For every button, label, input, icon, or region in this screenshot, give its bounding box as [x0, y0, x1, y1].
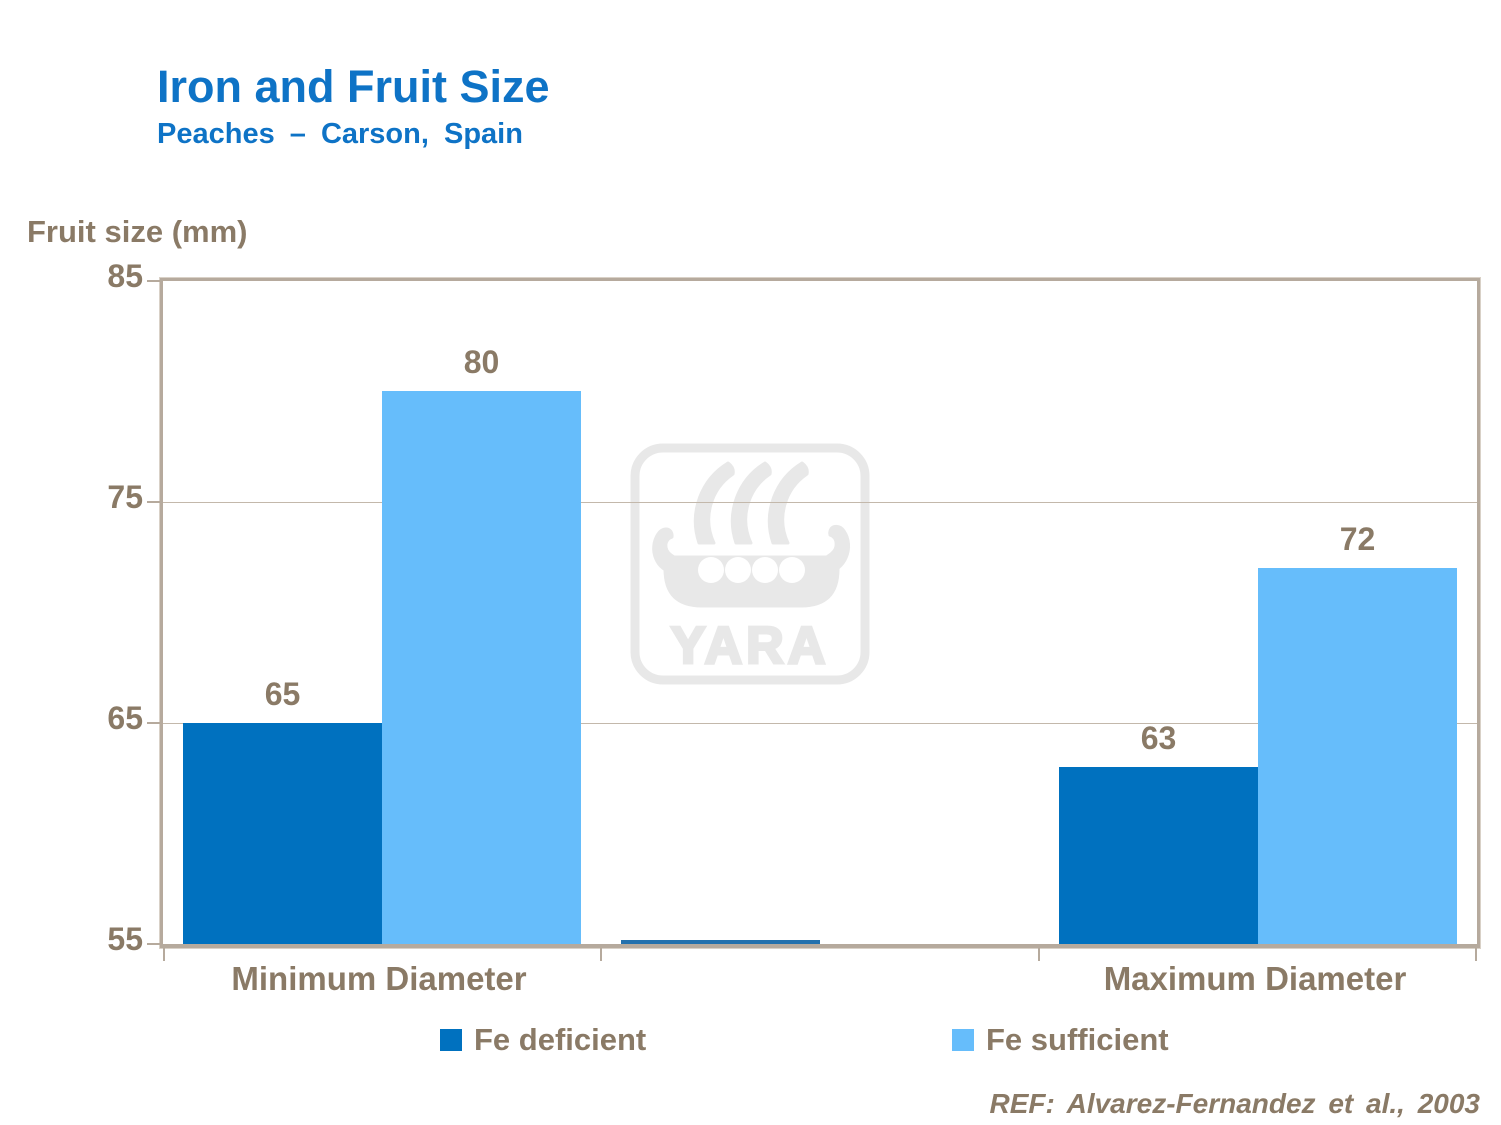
y-axis-tick: [147, 943, 160, 945]
viking-ship-icon: [652, 461, 850, 608]
ship-shields: [698, 557, 805, 583]
bar-fe-sufficient-minimum-diameter: [382, 391, 581, 944]
y-axis-tick: [147, 722, 160, 724]
baseline-sliver-bar: [621, 940, 820, 944]
bar-fe-deficient-maximum-diameter: [1059, 767, 1258, 944]
watermark-border: [630, 443, 870, 685]
bar-value-label: 63: [1140, 720, 1177, 756]
page-subtitle: Peaches – Carson, Spain: [157, 118, 523, 150]
page-title: Iron and Fruit Size: [157, 61, 550, 112]
reference-text: REF: Alvarez-Fernandez et al., 2003: [989, 1088, 1480, 1119]
bar-value-label: 80: [463, 344, 500, 380]
legend-swatch-icon: [440, 1029, 462, 1051]
y-tick-label-75: 75: [107, 479, 143, 515]
gridline-75: [163, 502, 1477, 503]
y-tick-label-65: 65: [107, 700, 143, 736]
x-axis-tick: [1038, 948, 1040, 961]
yara-logo-watermark: YARA: [630, 443, 870, 685]
bar-value-label: 65: [264, 676, 301, 712]
x-axis-tick: [1475, 948, 1477, 961]
x-axis-tick: [600, 948, 602, 961]
y-axis-tick: [147, 501, 160, 503]
category-label-maximum-diameter: Maximum Diameter: [1103, 960, 1407, 997]
bar-fe-sufficient-maximum-diameter: [1258, 568, 1457, 944]
y-axis-title: Fruit size (mm): [27, 214, 248, 249]
gridline-65: [163, 723, 1477, 724]
plot-area: YARA 65 63 80 72: [147, 277, 1481, 961]
y-tick-label-55: 55: [107, 921, 143, 957]
legend-swatch-icon: [952, 1029, 974, 1051]
bar-value-label: 72: [1339, 521, 1376, 557]
bar-fe-deficient-minimum-diameter: [183, 723, 382, 944]
watermark-wordmark: YARA: [671, 617, 830, 675]
legend-item-fe-deficient: Fe deficient: [440, 1022, 646, 1058]
legend-item-fe-sufficient: Fe sufficient: [952, 1022, 1169, 1058]
category-label-minimum-diameter: Minimum Diameter: [231, 960, 527, 997]
x-axis-tick: [163, 948, 165, 961]
y-axis-tick: [147, 280, 160, 282]
legend-label: Fe deficient: [474, 1022, 647, 1057]
y-tick-label-85: 85: [107, 258, 143, 294]
legend-label: Fe sufficient: [986, 1022, 1169, 1057]
